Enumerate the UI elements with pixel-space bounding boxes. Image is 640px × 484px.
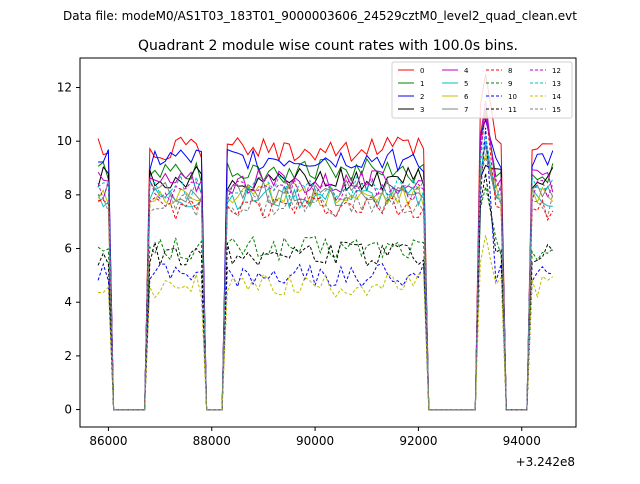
legend-label-11: 11 [508,106,517,114]
legend-label-0: 0 [420,67,424,75]
x-offset-label: +3.242e8 [516,455,575,469]
legend-label-7: 7 [464,106,468,114]
legend-label-4: 4 [464,67,469,75]
series-line-2 [98,117,554,411]
x-tick-label: 92000 [399,434,437,448]
legend-label-5: 5 [464,80,468,88]
series-line-3 [97,164,554,411]
y-tick-label: 2 [64,349,72,363]
legend-label-14: 14 [552,93,561,101]
legend-box [391,61,573,119]
series-line-15 [97,155,554,411]
x-axis: 86000 88000 90000 92000 94000 [89,427,541,448]
legend-label-2: 2 [420,93,424,101]
series-line-9 [97,186,554,411]
legend-label-1: 1 [420,80,424,88]
y-tick-label: 0 [64,403,72,417]
axes-frame [79,57,577,428]
series-line-1 [97,108,554,411]
legend-label-8: 8 [508,67,512,75]
series-layer [97,74,554,411]
legend-label-15: 15 [552,106,561,114]
legend-label-10: 10 [508,93,517,101]
y-tick-label: 6 [64,242,72,256]
y-tick-label: 4 [64,295,72,309]
chart-title: Quadrant 2 module wise count rates with … [138,38,518,54]
x-tick-label: 90000 [296,434,334,448]
y-tick-label: 12 [57,81,72,95]
series-line-8 [98,108,554,411]
legend-label-9: 9 [508,80,512,88]
y-axis: 0 2 4 6 8 10 12 [57,81,80,417]
legend-label-6: 6 [464,93,469,101]
legend-label-13: 13 [552,80,561,88]
series-line-14 [98,235,554,411]
series-line-10 [97,127,553,411]
legend-label-12: 12 [552,67,561,75]
legend-label-3: 3 [420,106,424,114]
x-tick-label: 88000 [193,434,231,448]
figure-suptitle: Data file: modeM0/AS1T03_183T01_90000036… [63,9,577,23]
y-tick-label: 10 [57,134,72,148]
x-tick-label: 86000 [89,434,127,448]
x-tick-label: 94000 [503,434,541,448]
series-line-11 [97,173,554,411]
y-tick-label: 8 [64,188,72,202]
